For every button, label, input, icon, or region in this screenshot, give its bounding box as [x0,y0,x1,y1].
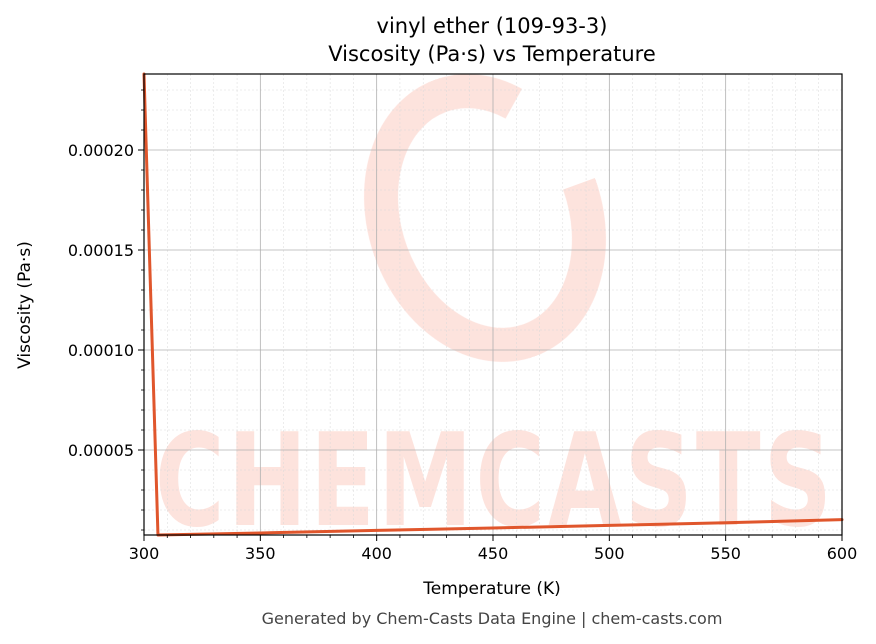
x-tick-label: 400 [361,544,392,563]
y-tick-label: 0.00005 [68,441,134,460]
major-grid [143,74,843,535]
y-tick-label: 0.00010 [68,341,134,360]
tick-layer: 300 350 400 450 500 550 600 0.00005 0.00010 0.000… [68,89,858,563]
chart-subtitle: Viscosity (Pa·s) vs Temperature [328,42,656,66]
x-axis-label: Temperature (K) [422,579,561,599]
watermark-ring [364,74,606,362]
x-tick-label: 350 [245,544,276,563]
y-axis-label: Viscosity (Pa·s) [15,241,35,369]
x-tick-label: 300 [129,544,160,563]
footer-credit: Generated by Chem-Casts Data Engine | ch… [262,609,723,628]
x-tick-label: 450 [478,544,509,563]
chart-title: vinyl ether (109-93-3) [377,14,608,38]
y-tick-label: 0.00015 [68,241,134,260]
x-tick-label: 550 [710,544,741,563]
y-tick-label: 0.00020 [68,141,134,160]
x-tick-label: 600 [827,544,858,563]
x-tick-label: 500 [594,544,625,563]
